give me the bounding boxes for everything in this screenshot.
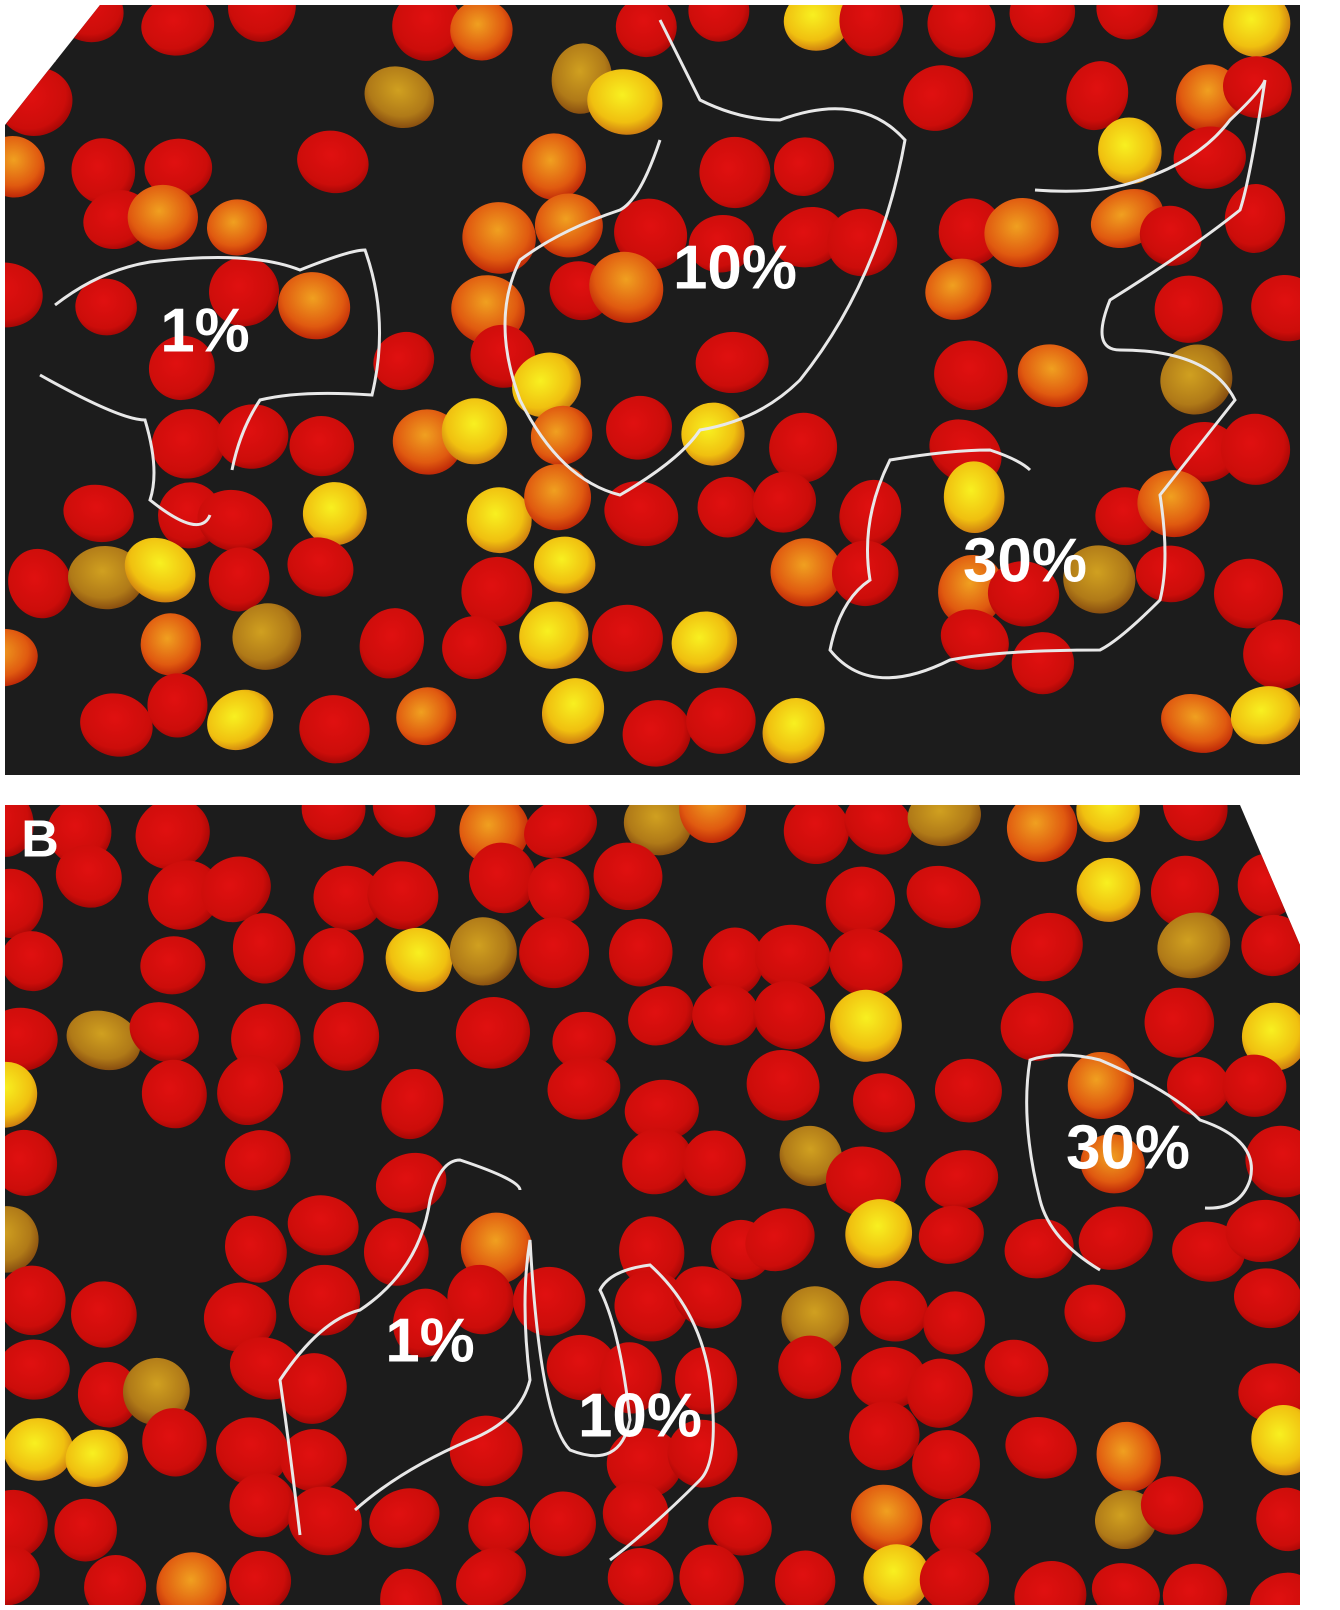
panel-b xyxy=(0,761,1332,1610)
annotation: 30% xyxy=(963,526,1087,595)
annotation: 1% xyxy=(160,296,250,365)
cell-nucleus xyxy=(686,687,756,754)
cell-nucleus xyxy=(524,464,591,530)
cell-nucleus xyxy=(289,1265,361,1336)
figure: A B 1% 10% 30% 1% 10% 30% xyxy=(0,0,1340,1610)
annotation: 10% xyxy=(578,1381,702,1450)
annotation: 10% xyxy=(673,233,797,302)
panel-label: A xyxy=(19,16,57,74)
annotation: 30% xyxy=(1066,1113,1190,1182)
panel-label: B xyxy=(21,811,59,869)
annotation: 1% xyxy=(385,1306,475,1375)
panel-a xyxy=(0,0,1331,778)
